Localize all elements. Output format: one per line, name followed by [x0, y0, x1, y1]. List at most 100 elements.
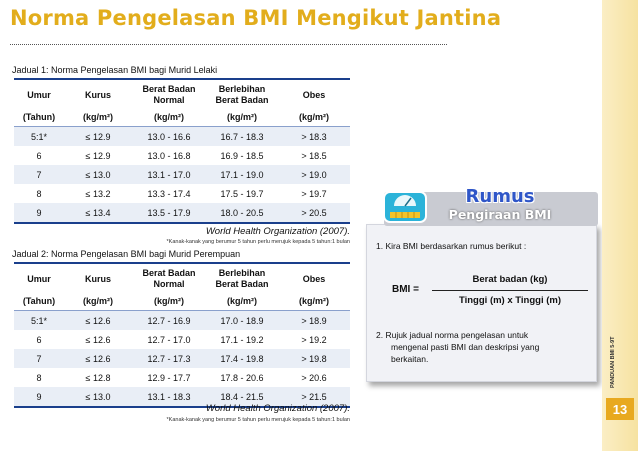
table1-header-row: Umur Kurus Berat Badan Normal Berlebihan… — [14, 81, 350, 109]
table2-bottom-rule — [14, 406, 350, 408]
cell: > 18.9 — [301, 315, 327, 326]
weighing-scale-icon — [383, 191, 427, 223]
table2-caption: Jadual 2: Norma Pengelasan BMI bagi Muri… — [12, 249, 241, 259]
cell: 13.0 - 16.6 — [147, 131, 191, 142]
cell: 13.1 - 17.0 — [147, 169, 191, 180]
cell: 8 — [36, 188, 42, 199]
cell: 6 — [36, 150, 42, 161]
table-row: 5:1* ≤ 12.6 12.7 - 16.9 17.0 - 18.9 > 18… — [14, 311, 350, 330]
table1-header-rule — [14, 126, 350, 127]
table2-unit-kurus: (kg/m²) — [83, 295, 113, 306]
cell: 12.9 - 17.7 — [147, 372, 191, 383]
table1-caption: Jadual 1: Norma Pengelasan BMI bagi Muri… — [12, 65, 218, 75]
table1-bottom-rule — [14, 222, 350, 224]
table2-unit-obes: (kg/m²) — [299, 295, 329, 306]
table2-header-normal: Berat Badan Normal — [142, 268, 196, 289]
table1-source: World Health Organization (2007). — [205, 226, 350, 237]
table-row: 8 ≤ 12.8 12.9 - 17.7 17.8 - 20.6 > 20.6 — [14, 368, 350, 387]
bmi-label: BMI = — [392, 284, 419, 295]
table1-unit-berlebihan: (kg/m²) — [227, 111, 257, 122]
table-row: 5:1* ≤ 12.9 13.0 - 16.6 16.7 - 18.3 > 18… — [14, 127, 350, 146]
sidebar-label: PANDUAN BMI 5-9T — [610, 336, 616, 388]
rumus-step1: 1. Kira BMI berdasarkan rumus berikut : — [376, 241, 527, 251]
rumus-box — [366, 224, 597, 382]
table2-unit-berlebihan: (kg/m²) — [227, 295, 257, 306]
cell: 17.1 - 19.2 — [220, 334, 264, 345]
table2-unit-umur: (Tahun) — [22, 295, 56, 306]
cell: 8 — [36, 372, 42, 383]
cell: 18.0 - 20.5 — [220, 207, 264, 218]
cell: 5:1* — [30, 131, 47, 142]
table1-units-row: (Tahun) (kg/m²) (kg/m²) (kg/m²) (kg/m²) — [14, 109, 350, 125]
table2-header-kurus: Kurus — [84, 273, 111, 284]
cell: ≤ 12.6 — [85, 353, 111, 364]
cell: 17.8 - 20.6 — [220, 372, 264, 383]
cell: > 21.5 — [301, 391, 327, 402]
table-row: 6 ≤ 12.6 12.7 - 17.0 17.1 - 19.2 > 19.2 — [14, 330, 350, 349]
table2-header-rule — [14, 310, 350, 311]
table-row: 8 ≤ 13.2 13.3 - 17.4 17.5 - 19.7 > 19.7 — [14, 184, 350, 203]
table1-unit-kurus: (kg/m²) — [83, 111, 113, 122]
cell: ≤ 13.4 — [85, 207, 111, 218]
table-row: 9 ≤ 13.0 13.1 - 18.3 18.4 - 21.5 > 21.5 — [14, 387, 350, 406]
cell: > 20.5 — [301, 207, 327, 218]
table2-units-row: (Tahun) (kg/m²) (kg/m²) (kg/m²) (kg/m²) — [14, 293, 350, 309]
cell: > 19.0 — [301, 169, 327, 180]
rumus-title: Rumus — [465, 186, 535, 207]
cell: 12.7 - 17.0 — [147, 334, 191, 345]
table2-header-umur: Umur — [27, 273, 51, 284]
cell: 13.1 - 18.3 — [147, 391, 191, 402]
cell: > 19.8 — [301, 353, 327, 364]
formula-numerator: Berat badan (kg) — [472, 274, 548, 285]
table-row: 7 ≤ 13.0 13.1 - 17.0 17.1 - 19.0 > 19.0 — [14, 165, 350, 184]
table1-header-normal: Berat Badan Normal — [142, 84, 196, 105]
page-title: Norma Pengelasan BMI Mengikut Jantina — [10, 6, 502, 30]
cell: ≤ 13.0 — [85, 169, 111, 180]
cell: ≤ 12.9 — [85, 131, 111, 142]
cell: ≤ 13.2 — [85, 188, 111, 199]
cell: 9 — [36, 391, 42, 402]
table2-header-berlebihan: Berlebihan Berat Badan — [215, 268, 269, 289]
cell: 7 — [36, 353, 42, 364]
cell: > 19.7 — [301, 188, 327, 199]
table2-source: World Health Organization (2007). — [205, 403, 350, 414]
cell: 6 — [36, 334, 42, 345]
cell: 17.4 - 19.8 — [220, 353, 264, 364]
cell: > 19.2 — [301, 334, 327, 345]
page-number: 13 — [606, 398, 634, 420]
table-row: 6 ≤ 12.9 13.0 - 16.8 16.9 - 18.5 > 18.5 — [14, 146, 350, 165]
cell: 16.9 - 18.5 — [220, 150, 264, 161]
cell: 16.7 - 18.3 — [220, 131, 264, 142]
cell: ≤ 12.9 — [85, 150, 111, 161]
table-row: 9 ≤ 13.4 13.5 - 17.9 18.0 - 20.5 > 20.5 — [14, 203, 350, 222]
cell: ≤ 12.6 — [85, 334, 111, 345]
cell: 17.5 - 19.7 — [220, 188, 264, 199]
table2-unit-normal: (kg/m²) — [154, 295, 184, 306]
cell: 13.5 - 17.9 — [147, 207, 191, 218]
table1-unit-obes: (kg/m²) — [299, 111, 329, 122]
cell: 17.1 - 19.0 — [220, 169, 264, 180]
cell: 9 — [36, 207, 42, 218]
rumus-step2-line3: berkaitan. — [391, 354, 429, 364]
table1-header-berlebihan: Berlebihan Berat Badan — [215, 84, 269, 105]
table1-top-rule — [14, 78, 350, 80]
cell: ≤ 12.6 — [85, 315, 111, 326]
table1-header-obes: Obes — [302, 89, 326, 100]
table1-header-umur: Umur — [27, 89, 51, 100]
page-sidebar — [602, 0, 638, 451]
table-row: 7 ≤ 12.6 12.7 - 17.3 17.4 - 19.8 > 19.8 — [14, 349, 350, 368]
rumus-subtitle: Pengiraan BMI — [448, 207, 552, 222]
cell: 7 — [36, 169, 42, 180]
formula-denominator: Tinggi (m) x Tinggi (m) — [458, 295, 562, 306]
table2-top-rule — [14, 262, 350, 264]
cell: > 18.5 — [301, 150, 327, 161]
cell: 18.4 - 21.5 — [220, 391, 264, 402]
table1-unit-umur: (Tahun) — [22, 111, 56, 122]
cell: > 18.3 — [301, 131, 327, 142]
formula-fraction-bar — [432, 290, 588, 291]
table1-footnote: *Kanak-kanak yang berumur 5 tahun perlu … — [166, 239, 350, 245]
title-divider — [10, 44, 447, 45]
cell: 13.3 - 17.4 — [147, 188, 191, 199]
cell: 5:1* — [30, 315, 47, 326]
cell: ≤ 13.0 — [85, 391, 111, 402]
